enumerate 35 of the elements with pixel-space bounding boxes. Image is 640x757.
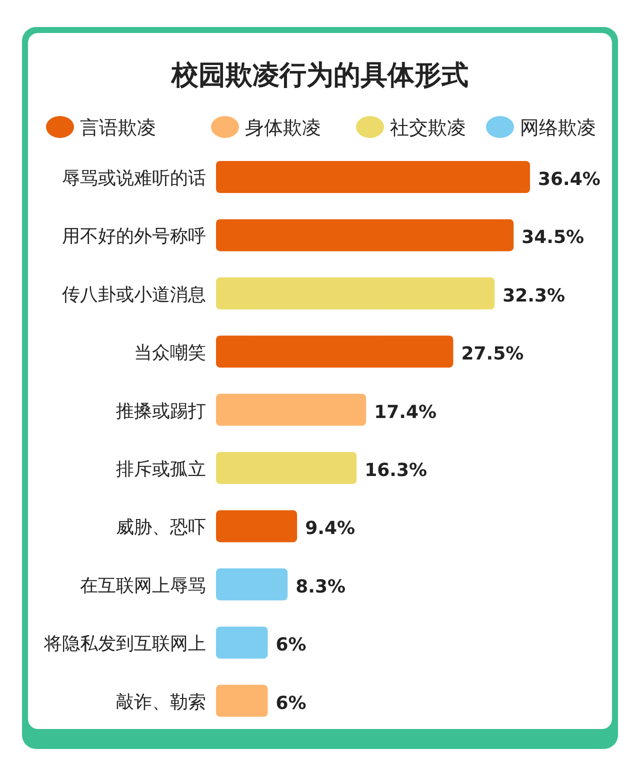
bar bbox=[216, 219, 514, 252]
data-label: 27.5% bbox=[461, 344, 524, 365]
legend-label: 身体欺凌 bbox=[245, 117, 321, 139]
y-tick-label: 推搡或踢打 bbox=[116, 400, 206, 422]
legend-label: 网络欺凌 bbox=[520, 117, 596, 139]
y-tick-label: 在互联网上辱骂 bbox=[80, 575, 206, 596]
bar bbox=[216, 336, 454, 368]
bar bbox=[216, 684, 268, 717]
data-label: 34.5% bbox=[522, 227, 584, 248]
y-tick-label: 当众嘲笑 bbox=[134, 342, 206, 364]
bar bbox=[216, 510, 298, 542]
bar bbox=[216, 626, 268, 659]
y-tick-label: 用不好的外号称呼 bbox=[62, 226, 206, 248]
bar bbox=[216, 568, 288, 600]
data-label: 32.3% bbox=[502, 285, 566, 306]
data-label: 6% bbox=[276, 634, 306, 656]
bar bbox=[216, 277, 495, 310]
legend-label: 社交欺凌 bbox=[390, 117, 466, 139]
data-label: 8.3% bbox=[296, 576, 346, 598]
y-tick-label: 辱骂或说难听的话 bbox=[62, 168, 206, 189]
bar bbox=[216, 161, 530, 193]
bar bbox=[216, 394, 366, 426]
y-tick-label: 将隐私发到互联网上 bbox=[43, 634, 206, 655]
y-tick-label: 威胁、恐吓 bbox=[116, 517, 206, 538]
legend-label: 言语欺凌 bbox=[80, 117, 156, 139]
y-tick-label: 排斥或孤立 bbox=[116, 459, 206, 480]
data-label: 36.4% bbox=[538, 169, 600, 190]
y-tick-label: 传八卦或小道消息 bbox=[62, 284, 206, 306]
y-tick-label: 敲诈、勒索 bbox=[116, 692, 206, 713]
data-label: 6% bbox=[276, 692, 306, 714]
data-label: 9.4% bbox=[305, 518, 356, 540]
chart-title: 校园欺凌行为的具体形式 bbox=[170, 60, 468, 91]
bar bbox=[216, 452, 357, 484]
data-label: 17.4% bbox=[374, 402, 437, 423]
data-label: 16.3% bbox=[364, 460, 428, 481]
